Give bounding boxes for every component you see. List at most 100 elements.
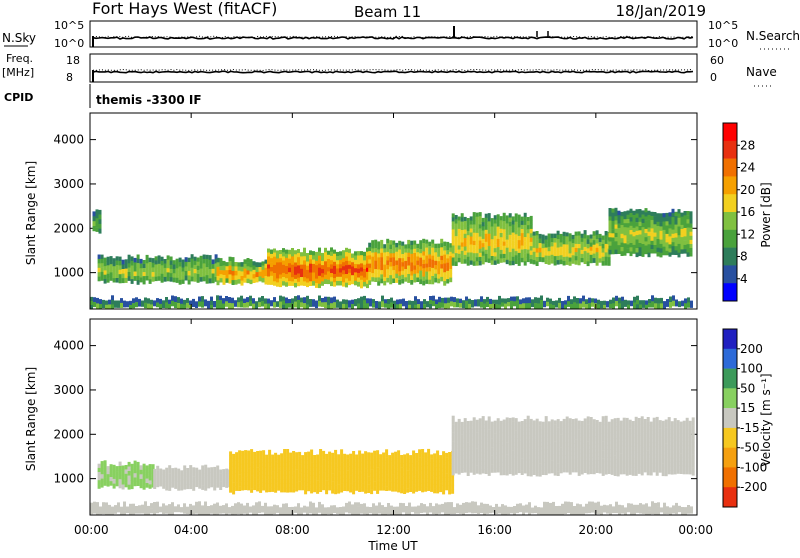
data-cell	[295, 460, 299, 466]
data-cell	[434, 243, 438, 249]
data-cell	[382, 473, 386, 478]
data-cell	[622, 470, 626, 475]
data-cell	[688, 453, 692, 458]
data-cell	[133, 469, 137, 474]
data-cell	[460, 217, 464, 222]
data-cell	[274, 470, 278, 476]
data-cell	[597, 505, 600, 510]
data-cell	[434, 248, 438, 253]
data-cell	[255, 272, 259, 278]
data-cell	[241, 463, 245, 469]
data-cell	[670, 458, 674, 463]
data-cell	[457, 431, 461, 437]
data-cell	[501, 302, 504, 307]
data-cell	[216, 275, 220, 281]
data-cell	[222, 298, 225, 304]
data-cell	[676, 436, 680, 441]
data-cell	[495, 508, 498, 514]
data-cell	[144, 302, 147, 309]
data-cell	[598, 438, 602, 444]
data-cell	[558, 510, 561, 516]
data-cell	[597, 299, 600, 305]
data-cell	[282, 277, 285, 282]
data-cell	[103, 257, 107, 263]
data-cell	[421, 483, 425, 488]
colorbar-tick-label: 12	[740, 227, 755, 241]
data-cell	[544, 420, 548, 425]
data-cell	[460, 430, 464, 435]
data-cell	[529, 220, 533, 225]
data-cell	[318, 259, 321, 264]
data-cell	[632, 223, 636, 229]
data-cell	[394, 456, 398, 461]
data-cell	[510, 506, 513, 514]
data-cell	[342, 506, 345, 511]
data-cell	[541, 446, 545, 451]
xtick-label: 12:00	[376, 523, 411, 537]
data-cell	[629, 217, 633, 222]
data-cell	[421, 474, 425, 480]
data-cell	[514, 238, 518, 243]
data-cell	[532, 235, 536, 240]
data-cell	[442, 464, 446, 469]
data-cell	[457, 237, 461, 242]
data-cell	[607, 465, 611, 470]
data-cell	[289, 452, 293, 458]
data-cell	[544, 453, 548, 459]
data-cell	[502, 258, 506, 263]
data-cell	[604, 415, 608, 421]
data-cell	[436, 488, 440, 494]
data-cell	[145, 263, 149, 268]
data-cell	[130, 480, 134, 485]
data-cell	[466, 252, 470, 258]
data-cell	[403, 463, 407, 468]
data-cell	[567, 507, 570, 513]
data-cell	[626, 231, 630, 237]
data-cell	[409, 463, 413, 468]
data-cell	[658, 444, 662, 449]
data-cell	[469, 437, 473, 443]
data-cell	[583, 418, 587, 423]
data-cell	[298, 464, 302, 470]
data-cell	[505, 227, 509, 232]
data-cell	[511, 442, 515, 447]
data-cell	[193, 273, 197, 278]
data-cell	[303, 260, 306, 265]
data-cell	[295, 482, 299, 488]
data-cell	[355, 458, 359, 463]
data-cell	[580, 233, 584, 238]
data-cell	[267, 252, 270, 257]
velocity-ylabel: Slant Range [km]	[24, 367, 38, 471]
data-cell	[250, 479, 254, 485]
data-cell	[671, 213, 675, 218]
data-cell	[670, 466, 674, 471]
data-cell	[493, 459, 497, 465]
data-cell	[264, 280, 268, 285]
data-cell	[424, 487, 428, 492]
data-cell	[629, 225, 633, 231]
data-cell	[475, 461, 479, 466]
data-cell	[286, 453, 290, 458]
data-cell	[432, 300, 435, 307]
data-cell	[516, 503, 519, 509]
data-cell	[225, 262, 229, 267]
data-cell	[334, 476, 338, 481]
data-cell	[682, 420, 686, 426]
data-cell	[358, 475, 362, 480]
data-cell	[280, 479, 284, 484]
data-cell	[450, 507, 453, 514]
data-cell	[571, 247, 575, 252]
data-cell	[688, 424, 692, 430]
data-cell	[691, 446, 695, 451]
data-cell	[93, 297, 96, 303]
data-cell	[183, 508, 186, 514]
data-cell	[532, 255, 536, 261]
data-cell	[258, 262, 262, 268]
data-cell	[514, 418, 518, 423]
data-cell	[673, 434, 677, 439]
data-cell	[562, 443, 566, 448]
data-cell	[583, 456, 587, 461]
data-cell	[537, 303, 540, 310]
data-cell	[628, 436, 632, 442]
data-cell	[391, 478, 395, 483]
